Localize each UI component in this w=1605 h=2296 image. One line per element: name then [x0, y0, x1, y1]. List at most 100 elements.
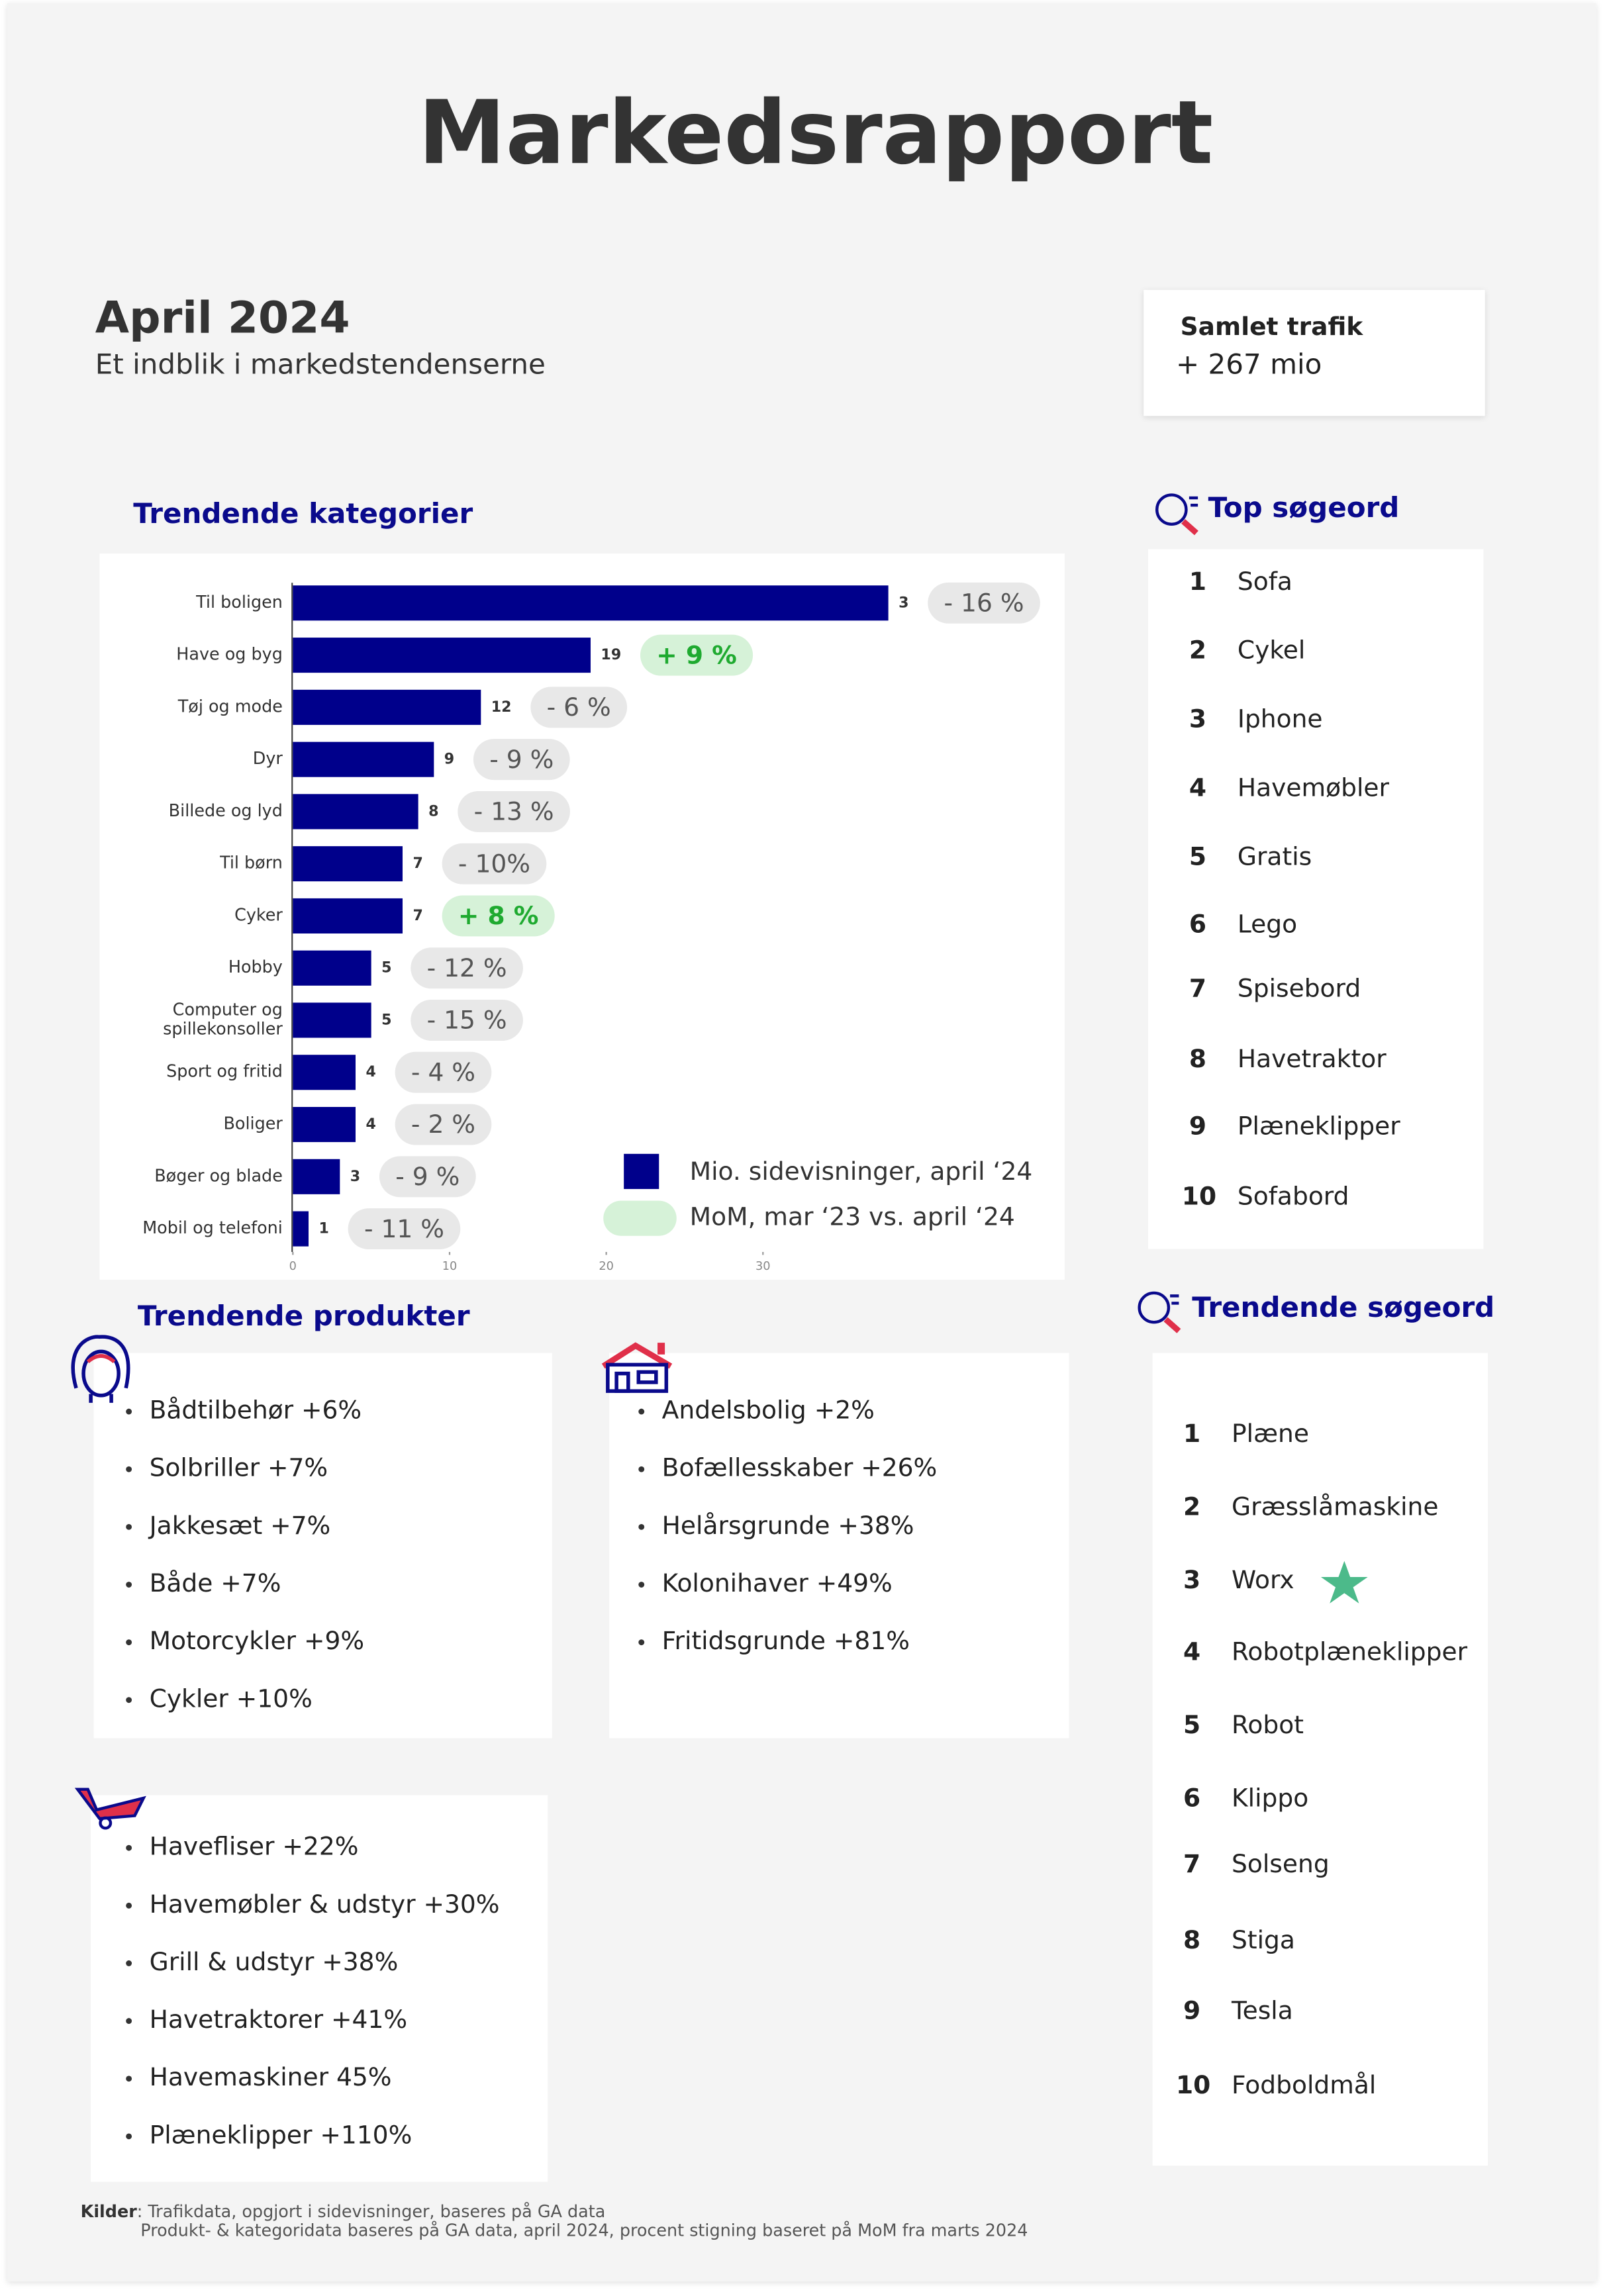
bullet [638, 1408, 645, 1415]
bullet [126, 1523, 132, 1530]
category-label: Have og byg [176, 644, 283, 664]
bullet [126, 1902, 132, 1909]
bullet [638, 1582, 645, 1588]
star-icon [1320, 1560, 1368, 1603]
category-label: Sport og fritid [166, 1061, 283, 1081]
mom-label: - 11 % [364, 1214, 444, 1243]
bar [293, 1055, 356, 1090]
sources-text: : Trafikdata, opgjort i sidevisninger, b… [137, 2201, 606, 2221]
bullet [126, 1844, 132, 1851]
search-term: Cykel [1238, 636, 1305, 665]
product-item: Havemaskiner 45% [150, 2062, 392, 2091]
title: Markedsrapport [418, 82, 1214, 184]
product-item: Helårsgrunde +38% [662, 1511, 914, 1540]
search-term: Plæne [1232, 1419, 1309, 1448]
category-label: Computer og spillekonsoller [163, 1000, 283, 1039]
search-term: Worx [1232, 1565, 1294, 1594]
search-term: Klippo [1232, 1784, 1308, 1813]
search-term: Sofa [1238, 567, 1292, 596]
products-lists: Bådtilbehør +6% Solbriller +7% Jakkesæt +7… [126, 1396, 937, 2149]
category-label: Til børn [219, 853, 283, 873]
mom-label: - 9 % [395, 1162, 460, 1191]
category-label: Hobby [228, 957, 283, 977]
search-term: Spisebord [1238, 974, 1361, 1003]
legend-label: Mio. sidevisninger, april ‘24 [690, 1157, 1033, 1186]
rank: 3 [1189, 704, 1206, 734]
bullet [126, 1960, 132, 1966]
mom-pill [411, 947, 523, 989]
rank: 10 [1182, 1182, 1216, 1211]
bar [293, 1159, 340, 1194]
search-term: Iphone [1238, 704, 1323, 734]
value-label: 12 [491, 698, 512, 716]
search-term: Robot [1232, 1710, 1304, 1739]
product-item: Fritidsgrunde +81% [662, 1626, 910, 1655]
rank: 9 [1183, 1995, 1200, 2025]
mom-pill [458, 790, 570, 832]
rank: 3 [1183, 1565, 1200, 1594]
mom-label: - 9 % [489, 745, 554, 774]
product-item: Motorcykler +9% [150, 1626, 364, 1655]
mom-label: - 15 % [427, 1006, 507, 1035]
value-label: 19 [601, 646, 621, 663]
category-label: Tøj og mode [177, 696, 283, 716]
products-box [93, 1353, 552, 1739]
value-label: 3 [899, 594, 908, 611]
search-term: Stiga [1232, 1925, 1295, 1954]
product-item: Kolonihaver +49% [662, 1568, 893, 1598]
kpi-label: Samlet trafik [1181, 312, 1364, 341]
rank: 5 [1183, 1710, 1200, 1739]
person-icon [71, 1335, 130, 1403]
bar [293, 1002, 371, 1038]
mom-pill [640, 634, 754, 676]
sources-line: Produkt- & kategoridata baseres på GA da… [140, 2221, 1028, 2240]
value-label: 5 [381, 1011, 391, 1028]
bar [293, 741, 434, 777]
mom-pill [348, 1208, 461, 1250]
bullet [638, 1466, 645, 1472]
product-item: Solbriller +7% [150, 1453, 328, 1482]
bar [293, 585, 889, 621]
sources-line: Kilder: Trafikdata, opgjort i sidevisnin… [81, 2201, 606, 2221]
subtitle: Et indblik i markedstendenserne [95, 348, 546, 380]
bullet [126, 1582, 132, 1588]
category-label: Mobil og telefoni [142, 1218, 283, 1237]
bullet [126, 2133, 132, 2140]
sources-label: Kilder [81, 2201, 138, 2221]
search-term: Gratis [1238, 842, 1312, 871]
mom-pill [442, 895, 555, 937]
product-item: Havetraktorer +41% [150, 2005, 408, 2034]
rank: 4 [1183, 1637, 1200, 1666]
product-item: Plæneklipper +110% [150, 2120, 413, 2149]
search-term: Havemøbler [1238, 773, 1390, 802]
search-icon [1155, 493, 1198, 536]
mom-pill [411, 1000, 523, 1041]
top-search-title: Top søgeord [1208, 491, 1400, 524]
product-item: Bådtilbehør +6% [150, 1396, 362, 1425]
bullet [638, 1523, 645, 1530]
bar [293, 950, 371, 986]
rank: 8 [1183, 1925, 1200, 1954]
search-term: Lego [1238, 909, 1297, 938]
rank: 2 [1189, 636, 1206, 665]
mom-pill [395, 1051, 492, 1093]
mom-label: - 6 % [547, 693, 611, 722]
rank: 10 [1176, 2070, 1210, 2099]
bar [293, 1106, 356, 1143]
value-label: 4 [365, 1116, 375, 1133]
search-term: Græsslåmaskine [1232, 1492, 1438, 1521]
mom-label: - 4 % [411, 1057, 475, 1086]
mom-label: - 12 % [427, 953, 507, 982]
rank: 4 [1189, 773, 1206, 802]
mom-pill [442, 843, 547, 885]
mom-pill [395, 1104, 492, 1145]
product-item: Jakkesæt +7% [148, 1511, 331, 1540]
legend-label: MoM, mar ‘23 vs. april ‘24 [690, 1202, 1015, 1231]
x-tick-label: 10 [442, 1260, 458, 1273]
category-label: Til boligen [195, 592, 283, 612]
value-label: 9 [444, 751, 454, 768]
bullet [126, 2018, 132, 2025]
rank: 2 [1183, 1492, 1200, 1521]
